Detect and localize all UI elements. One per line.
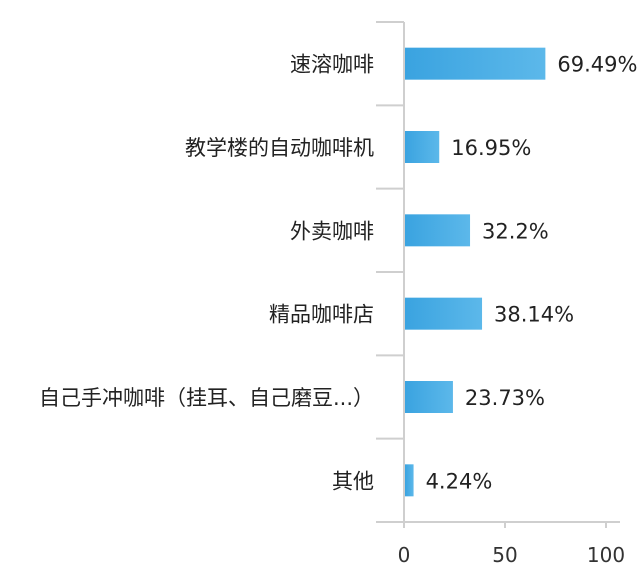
x-tick-label: 50	[492, 543, 517, 567]
category-label: 精品咖啡店	[269, 303, 374, 327]
bar	[405, 297, 483, 330]
bar	[405, 131, 440, 163]
category-labels: 速溶咖啡教学楼的自动咖啡机外卖咖啡精品咖啡店自己手冲咖啡（挂耳、自己磨豆...）…	[39, 53, 374, 494]
category-label: 自己手冲咖啡（挂耳、自己磨豆...）	[39, 386, 374, 410]
bar	[405, 381, 453, 413]
bar	[405, 464, 414, 497]
bar	[405, 47, 546, 80]
category-label: 教学楼的自动咖啡机	[185, 136, 374, 160]
category-label: 外卖咖啡	[290, 219, 374, 243]
category-label: 其他	[332, 469, 374, 493]
x-tick-label: 0	[398, 543, 411, 567]
bars	[405, 47, 546, 497]
value-label: 38.14%	[494, 303, 574, 327]
value-label: 16.95%	[451, 136, 531, 160]
value-label: 32.2%	[482, 219, 549, 243]
x-tick-label: 100	[587, 543, 625, 567]
bar	[405, 214, 471, 247]
category-label: 速溶咖啡	[290, 53, 374, 77]
axes	[376, 21, 620, 528]
value-labels: 69.49% 16.95% 32.2% 38.14% 23.73% 4.24%	[426, 53, 638, 494]
value-label: 23.73%	[465, 386, 545, 410]
x-tick-labels: 0 50 100	[398, 543, 625, 567]
value-label: 69.49%	[557, 53, 637, 77]
value-label: 4.24%	[426, 469, 493, 493]
